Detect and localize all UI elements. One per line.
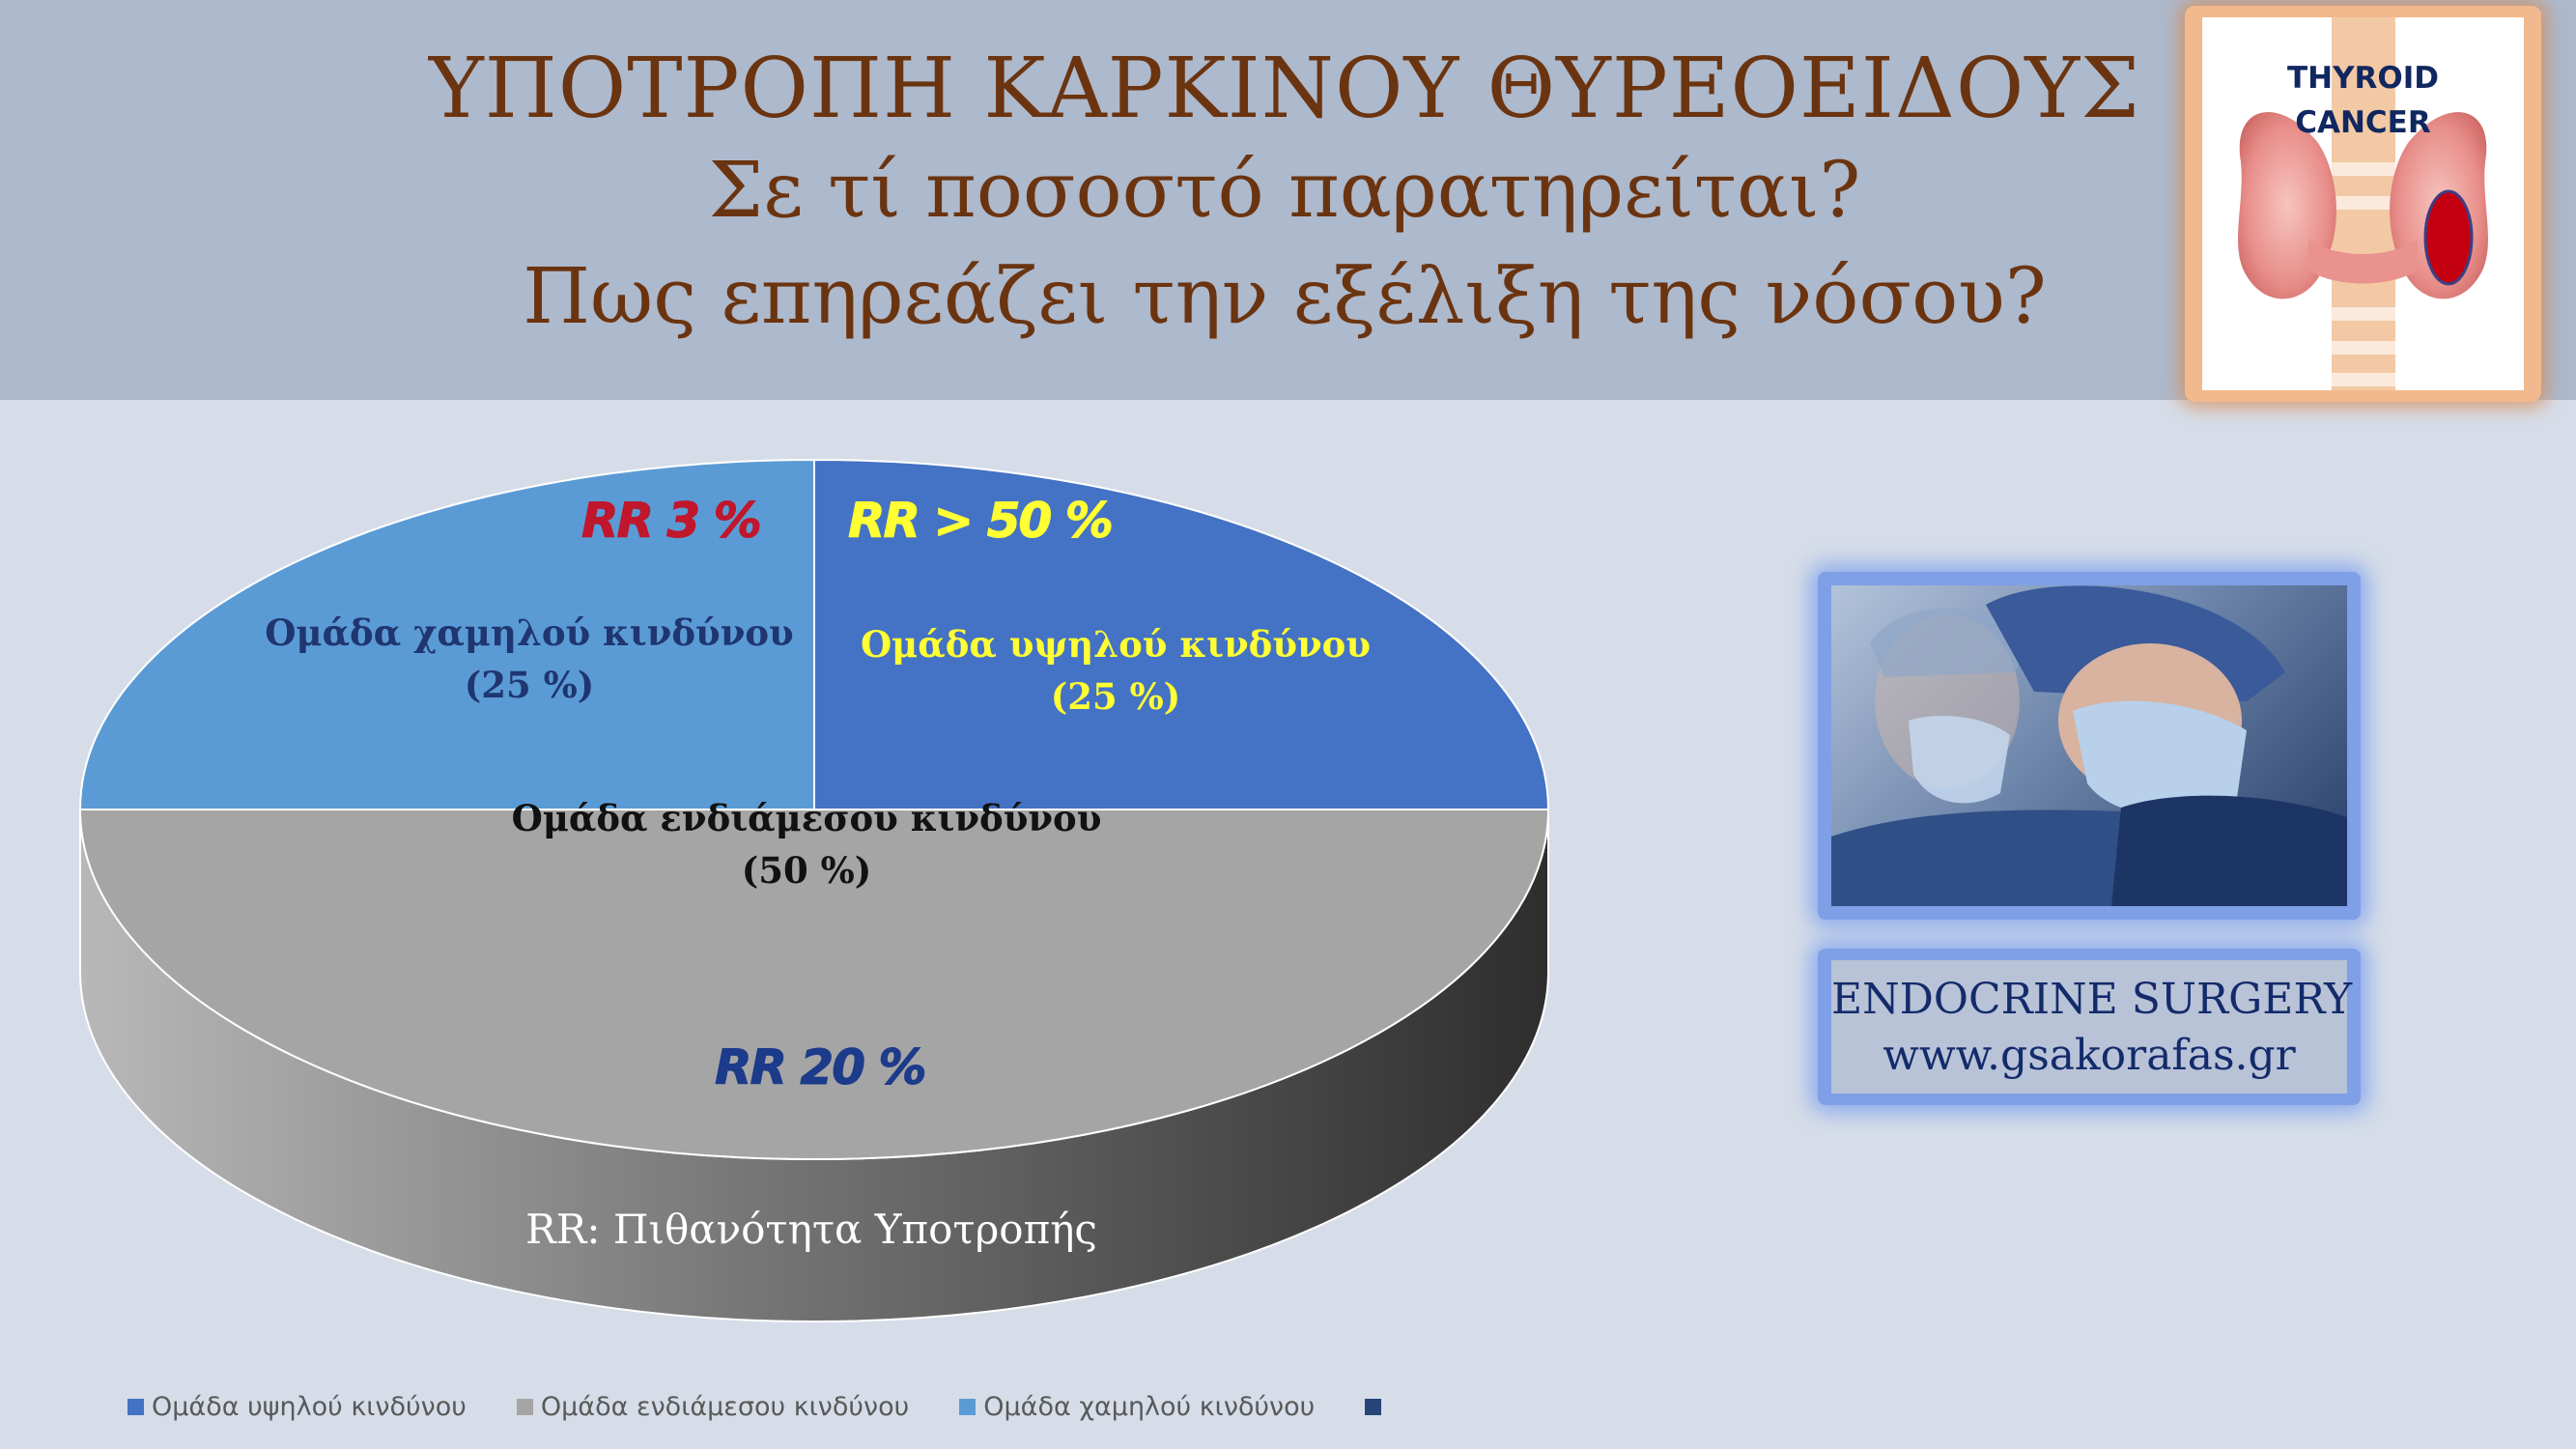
brand-box: ENDOCRINE SURGERY www.gsakorafas.gr [1818, 949, 2361, 1105]
logo-line-2: CANCER [2295, 105, 2431, 140]
logo-panel: THYROID CANCER [2202, 17, 2524, 390]
logo-line-1: THYROID [2286, 61, 2440, 96]
legend-swatch [127, 1398, 144, 1415]
brand-title: ENDOCRINE SURGERY [1831, 975, 2353, 1024]
thyroid-gland-icon [2238, 17, 2488, 390]
chart-footnote: RR: Πιθανότητα Υποτροπής [525, 1206, 1097, 1253]
pie-data-label: Ομάδα υψηλού κινδύνου [861, 623, 1371, 666]
legend-item: Ομάδα ενδιάμεσου κινδύνου [516, 1391, 910, 1422]
legend-item [1365, 1398, 1389, 1415]
pie-data-label-value: (50 %) [742, 849, 872, 892]
recurrence-rate-label: RR > 50 % [848, 493, 1112, 549]
surgeons-photo-frame [1818, 572, 2361, 920]
brand-panel: ENDOCRINE SURGERY www.gsakorafas.gr [1831, 960, 2353, 1094]
legend-item: Ομάδα υψηλού κινδύνου [127, 1392, 467, 1422]
page-subtitle-1: Σε τί ποσοστό παρατηρείται? [708, 145, 1861, 235]
surgeons-photo-icon [1831, 585, 2347, 906]
page-title: ΥΠΟΤΡΟΠΗ ΚΑΡΚΙΝΟΥ ΘΥΡΕΟΕΙΔΟΥΣ [428, 41, 2140, 137]
recurrence-rate-label: RR 20 % [715, 1039, 925, 1095]
legend-label: Ομάδα χαμηλού κινδύνου [983, 1391, 1316, 1422]
logo-text: THYROID CANCER [2202, 56, 2524, 145]
pie-plot-area [78, 458, 1550, 1322]
chart-legend: Ομάδα υψηλού κινδύνου Ομάδα ενδιάμεσου κι… [127, 1389, 1439, 1424]
header-band: ΥΠΟΤΡΟΠΗ ΚΑΡΚΙΝΟΥ ΘΥΡΕΟΕΙΔΟΥΣ Σε τί ποσο… [0, 0, 2576, 400]
pie-data-label-value: (25 %) [465, 664, 595, 706]
pie-slice [78, 809, 1550, 1160]
page-subtitle-2: Πως επηρεάζει την εξέλιξη της νόσου? [523, 251, 2047, 341]
legend-swatch [1365, 1398, 1382, 1415]
recurrence-rate-label: RR 3 % [581, 493, 760, 549]
pie-slice [813, 458, 1550, 810]
legend-swatch [516, 1398, 533, 1415]
pie-slice [78, 458, 815, 810]
legend-item: Ομάδα χαμηλού κινδύνου [959, 1392, 1315, 1422]
legend-label: Ομάδα υψηλού κινδύνου [152, 1391, 467, 1422]
thyroid-cancer-logo: THYROID CANCER [2185, 6, 2541, 402]
pie-data-label-value: (25 %) [1051, 675, 1181, 718]
pie-data-label: Ομάδα χαμηλού κινδύνου [265, 611, 793, 654]
legend-swatch [959, 1398, 977, 1415]
pie-labels: Ομάδα υψηλού κινδύνου (25 %) RR > 50 % Ομάδ… [265, 493, 1371, 1254]
surgeons-photo [1831, 585, 2347, 906]
legend-label: Ομάδα ενδιάμεσου κινδύνου [540, 1391, 910, 1422]
pie-data-label: Ομάδα ενδιάμεσου κινδύνου [512, 797, 1102, 839]
brand-url[interactable]: www.gsakorafas.gr [1882, 1031, 2296, 1080]
